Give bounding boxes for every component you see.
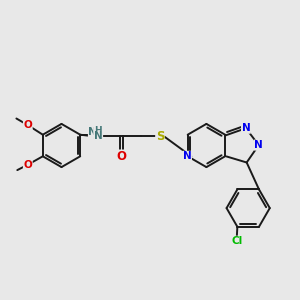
Text: H: H — [92, 131, 100, 141]
Text: N: N — [183, 151, 191, 161]
Text: N: N — [88, 127, 97, 137]
Text: H: H — [94, 126, 102, 135]
Text: O: O — [23, 120, 32, 130]
Text: S: S — [156, 130, 164, 143]
Text: O: O — [116, 150, 126, 163]
Text: Cl: Cl — [231, 236, 242, 246]
Text: N: N — [242, 123, 250, 133]
Text: N: N — [94, 131, 103, 142]
Text: O: O — [23, 160, 32, 170]
Text: N: N — [254, 140, 263, 150]
